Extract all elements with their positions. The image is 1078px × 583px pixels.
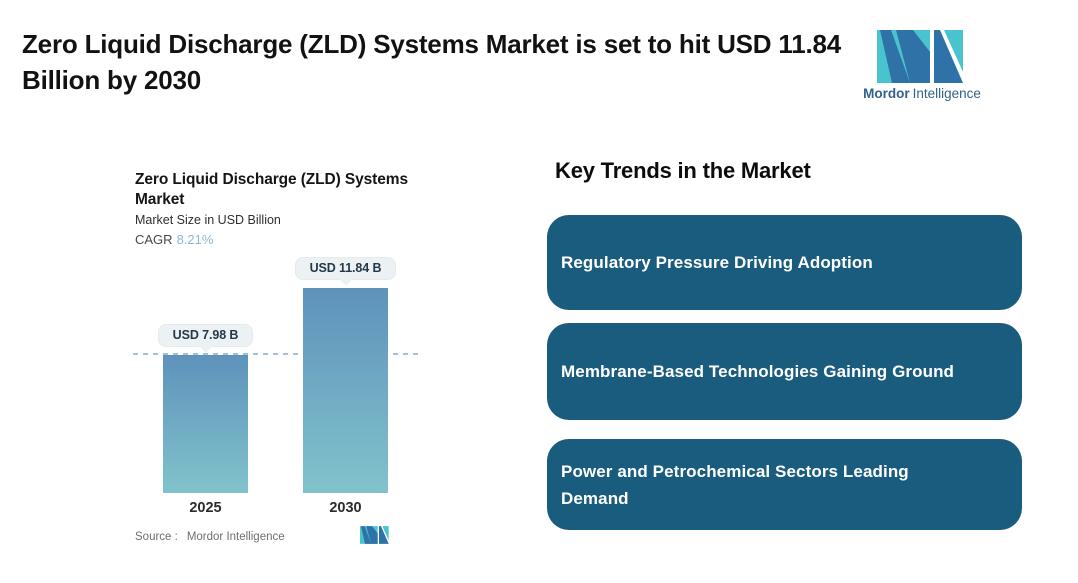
x-tick-2025: 2025 — [189, 500, 222, 516]
cagr-value: 8.21% — [176, 232, 214, 247]
page-title: Zero Liquid Discharge (ZLD) Systems Mark… — [22, 29, 842, 95]
value-callout-2025: USD 7.98 B — [157, 324, 254, 347]
x-tick-2030: 2030 — [329, 500, 362, 516]
mordor-logo-small-icon — [360, 526, 389, 544]
brand-name: Mordor Intelligence — [862, 86, 982, 101]
brand-name-bold: Mordor — [863, 86, 910, 101]
bar-2030 — [303, 288, 388, 493]
mordor-logo-icon — [877, 30, 963, 83]
cagr-row: CAGR 8.21% — [135, 232, 213, 247]
brand-logo: Mordor Intelligence — [862, 30, 982, 101]
reference-dashed-line — [133, 353, 418, 355]
trend-card-label: Power and Petrochemical Sectors Leading … — [561, 461, 909, 508]
chart-subtitle: Market Size in USD Billion — [135, 213, 281, 227]
trend-card: Regulatory Pressure Driving Adoption — [547, 215, 1022, 310]
source-attribution: Source : Mordor Intelligence — [135, 531, 285, 543]
bar-group-2030: USD 11.84 B — [294, 257, 397, 493]
bar-group-2025: USD 7.98 B — [157, 324, 254, 493]
trends-heading: Key Trends in the Market — [555, 158, 811, 183]
value-callout-2030: USD 11.84 B — [294, 257, 397, 280]
source-value: Mordor Intelligence — [186, 531, 285, 543]
bar-chart: USD 7.98 B USD 11.84 B 2025 2030 — [133, 257, 418, 516]
trend-card-label: Membrane-Based Technologies Gaining Grou… — [561, 362, 955, 381]
trend-card: Membrane-Based Technologies Gaining Grou… — [547, 323, 1022, 420]
trend-card-label: Regulatory Pressure Driving Adoption — [561, 253, 873, 272]
brand-name-light: Intelligence — [912, 86, 981, 101]
chart-title: Zero Liquid Discharge (ZLD) Systems Mark… — [135, 171, 408, 208]
trend-card: Power and Petrochemical Sectors Leading … — [547, 439, 1022, 530]
bar-2025 — [163, 355, 248, 493]
source-label: Source : — [135, 531, 178, 543]
cagr-label: CAGR — [135, 232, 173, 247]
